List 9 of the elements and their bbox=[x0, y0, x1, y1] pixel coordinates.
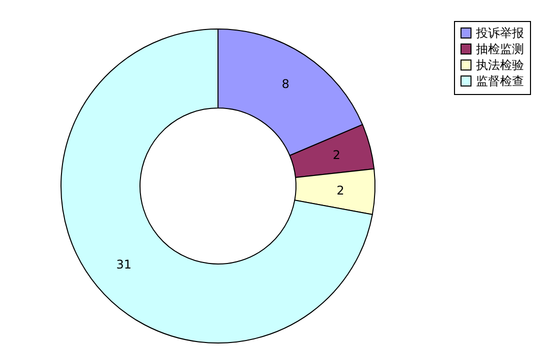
data-label: 2 bbox=[336, 183, 344, 198]
data-label: 31 bbox=[116, 257, 132, 272]
legend-label: 抽检监测 bbox=[476, 42, 524, 56]
data-label: 8 bbox=[282, 76, 290, 91]
legend-label: 执法检验 bbox=[476, 58, 524, 72]
donut-slice bbox=[60, 28, 373, 344]
legend-label: 监督检查 bbox=[476, 74, 524, 88]
legend-label: 投诉举报 bbox=[475, 26, 524, 40]
data-label: 2 bbox=[332, 148, 340, 162]
